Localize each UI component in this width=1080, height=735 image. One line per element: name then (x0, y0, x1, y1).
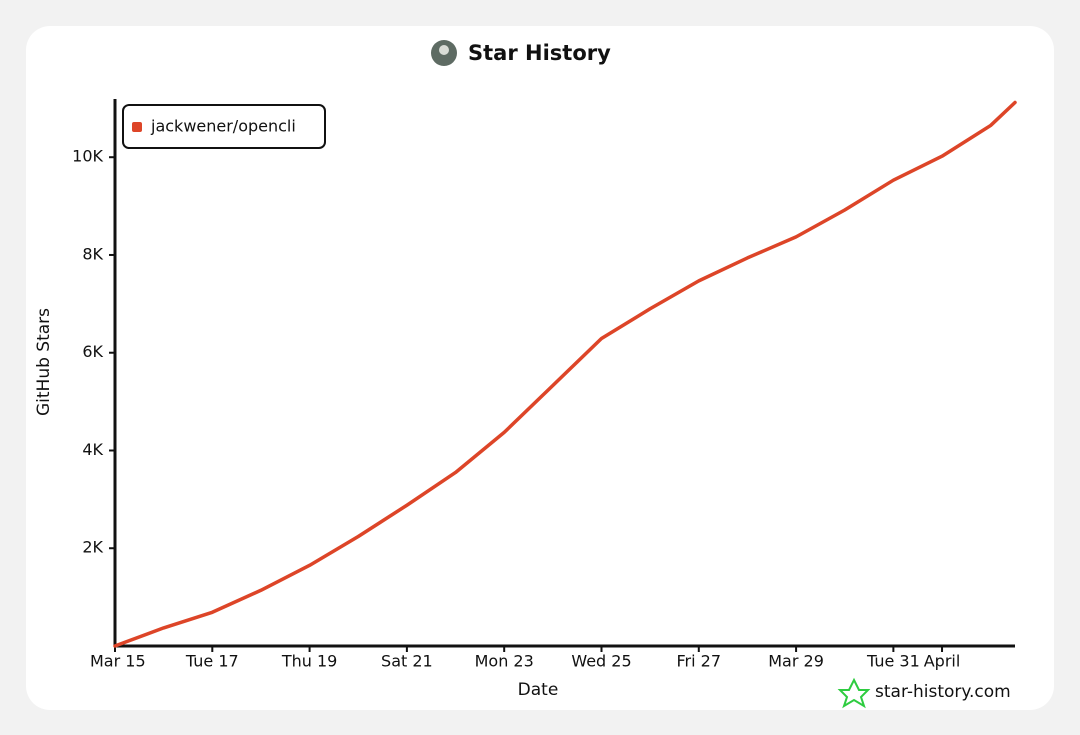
y-tick-label: 2K (82, 538, 103, 557)
x-tick-label: Mon 23 (475, 652, 534, 671)
x-tick-label: Tue 31 (866, 652, 920, 671)
y-tick-label: 6K (82, 342, 103, 361)
x-tick-label: Tue 17 (185, 652, 239, 671)
x-tick-label: Thu 19 (281, 652, 338, 671)
y-tick-label: 10K (72, 147, 103, 166)
x-axis-label: Date (518, 680, 559, 700)
avatar-face (439, 45, 449, 55)
x-tick-label: Wed 25 (571, 652, 631, 671)
y-axis-label: GitHub Stars (34, 308, 54, 416)
y-tick-label: 8K (82, 244, 103, 263)
card (26, 26, 1054, 710)
x-tick-label: April (924, 652, 961, 671)
y-tick-label: 4K (82, 440, 103, 459)
line (113, 100, 1017, 648)
x-tick-label: Mar 29 (768, 652, 824, 671)
legend-box (122, 104, 326, 149)
x-tick-label: Mar 15 (90, 652, 146, 671)
legend-label: jackwener/opencli (150, 117, 296, 136)
legend-swatch (132, 122, 142, 132)
watermark: star-history.com (875, 682, 1011, 702)
x-tick-label: Sat 21 (381, 652, 433, 671)
chart-title: Star History (468, 41, 611, 65)
watermark-icon (837, 677, 871, 709)
x-tick-label: Fri 27 (677, 652, 722, 671)
